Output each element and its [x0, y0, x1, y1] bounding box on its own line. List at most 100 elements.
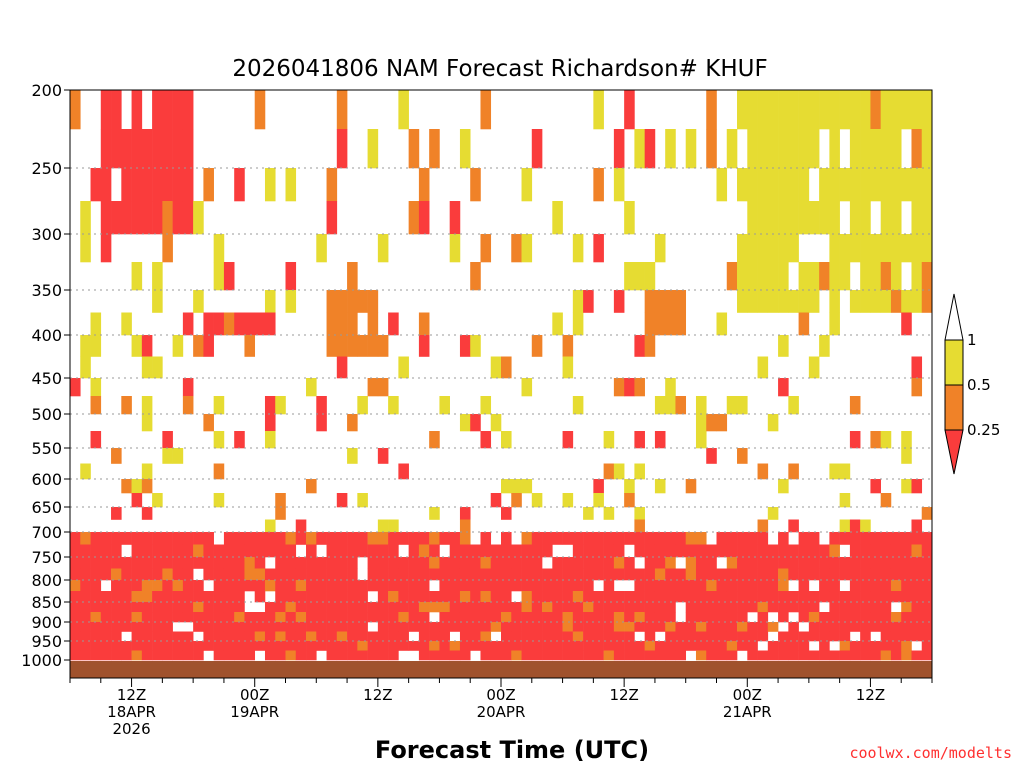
- cell-628: [480, 544, 492, 558]
- cell-1181: [839, 168, 851, 202]
- cell-696: [521, 650, 533, 661]
- cell-556: [429, 507, 440, 520]
- cell-342: [275, 641, 286, 651]
- cell-728: [552, 580, 563, 592]
- cell-1027: [747, 591, 758, 603]
- cell-269: [223, 622, 235, 632]
- cell-928: [685, 544, 697, 558]
- cell-740: [562, 532, 574, 545]
- cell-653: [501, 431, 512, 449]
- cell-129: [141, 544, 153, 558]
- cell-603: [459, 602, 471, 613]
- cell-1122: [798, 580, 810, 592]
- xtick-label-0-2: 18APR: [107, 703, 156, 721]
- cell-1239: [870, 168, 881, 202]
- cell-823: [613, 612, 625, 623]
- cell-1215: [849, 641, 861, 651]
- cell-387: [316, 414, 327, 432]
- cell-154: [152, 602, 163, 613]
- cell-1319: [911, 234, 923, 263]
- cell-1317: [911, 168, 923, 202]
- cell-920: [675, 591, 687, 603]
- cell-1183: [839, 262, 851, 291]
- cell-730: [552, 602, 563, 613]
- cell-380: [306, 612, 317, 623]
- cell-1187: [839, 532, 851, 545]
- cell-915: [675, 396, 687, 415]
- cell-620: [470, 622, 481, 632]
- cell-1250: [870, 591, 881, 603]
- cell-329: [275, 396, 286, 415]
- cell-292: [244, 557, 256, 569]
- cell-359: [295, 519, 307, 533]
- cell-998: [737, 168, 748, 202]
- cell-171: [162, 580, 173, 592]
- cell-942: [695, 544, 707, 558]
- cell-665: [501, 631, 512, 642]
- cell-647: [490, 602, 502, 613]
- cell-1025: [747, 568, 758, 581]
- cell-959: [706, 568, 717, 581]
- cell-371: [306, 378, 317, 397]
- cell-290: [244, 532, 256, 545]
- cell-1093: [788, 90, 799, 130]
- cell-1347: [921, 557, 933, 569]
- cell-852: [634, 532, 645, 545]
- cell-348: [285, 544, 297, 558]
- cell-443: [347, 568, 358, 581]
- cell-937: [685, 641, 697, 651]
- cell-1309: [901, 602, 912, 613]
- cell-794: [593, 631, 604, 642]
- cell-409: [326, 602, 338, 613]
- cell-15: [80, 234, 91, 263]
- cell-1292: [890, 631, 902, 642]
- cell-1289: [890, 591, 902, 603]
- cell-965: [706, 631, 717, 642]
- ytick-label-800: 800: [31, 571, 62, 590]
- colorbar-bin-0: [944, 339, 964, 386]
- cell-503: [388, 557, 399, 569]
- cell-1329: [911, 568, 923, 581]
- cell-133: [141, 591, 153, 603]
- cell-1251: [870, 602, 881, 613]
- cell-1286: [890, 557, 902, 569]
- cell-618: [470, 602, 481, 613]
- cell-709: [531, 631, 543, 642]
- cell-604: [459, 612, 471, 623]
- cell-1287: [890, 568, 902, 581]
- cell-793: [593, 622, 604, 632]
- cell-374: [306, 544, 317, 558]
- cell-1144: [808, 650, 820, 661]
- cell-153: [152, 591, 163, 603]
- cell-111: [131, 591, 143, 603]
- cell-842: [624, 641, 635, 651]
- cell-254: [213, 612, 225, 623]
- cell-298: [244, 641, 256, 651]
- cell-487: [377, 544, 389, 558]
- cell-141: [152, 129, 163, 169]
- cell-431: [336, 631, 348, 642]
- cell-396: [316, 631, 327, 642]
- cell-1055: [767, 129, 779, 169]
- cell-625: [480, 396, 492, 415]
- ground-fill: [70, 661, 932, 678]
- cell-1105: [788, 591, 799, 603]
- cell-1018: [747, 201, 758, 235]
- cell-325: [264, 622, 276, 632]
- ytick-label-550: 550: [31, 439, 62, 458]
- cell-989: [726, 580, 738, 592]
- cell-894: [654, 641, 666, 651]
- cell-43: [90, 602, 102, 613]
- cell-975: [716, 591, 728, 603]
- cell-363: [295, 580, 307, 592]
- cell-945: [695, 580, 707, 592]
- cell-598: [459, 544, 471, 558]
- cell-426: [336, 580, 348, 592]
- cell-812: [613, 129, 625, 169]
- cell-1304: [901, 544, 912, 558]
- cell-352: [285, 591, 297, 603]
- cell-501: [388, 532, 399, 545]
- cell-91: [121, 580, 132, 592]
- cell-407: [326, 580, 338, 592]
